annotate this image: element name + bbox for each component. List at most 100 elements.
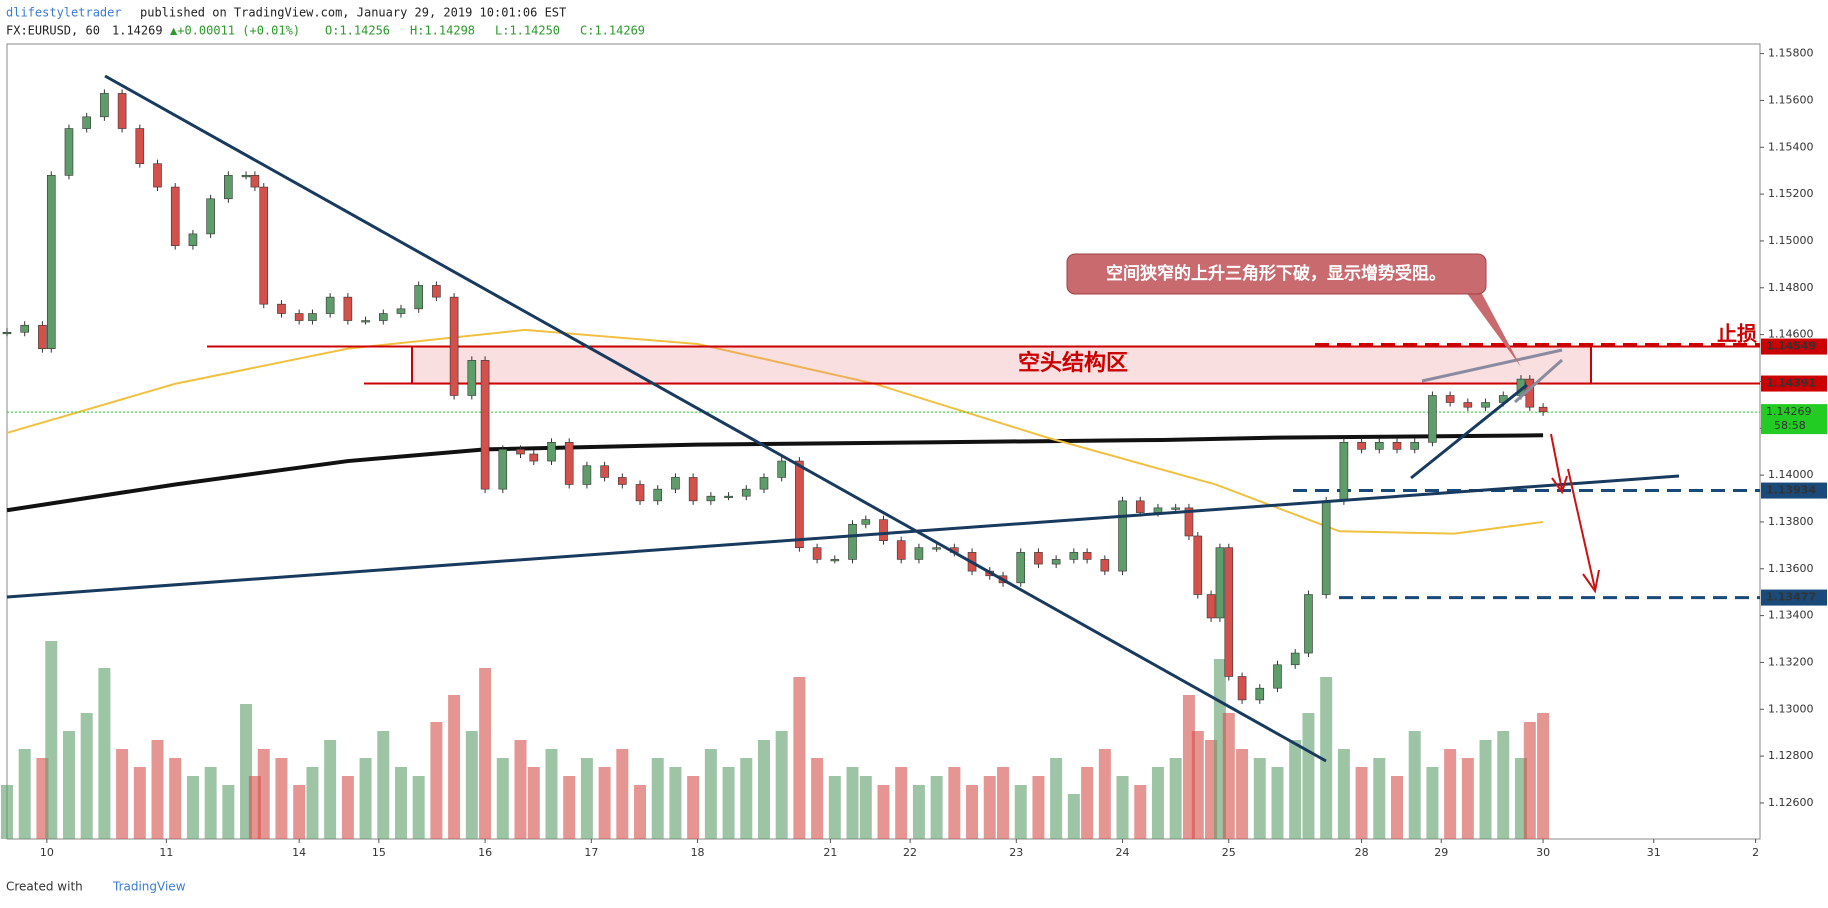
candle: [241, 175, 251, 178]
y-tick-label: 1.15600: [1768, 93, 1814, 106]
candle: [250, 175, 260, 188]
candle: [1193, 535, 1203, 595]
y-tick-label: 1.15000: [1768, 234, 1814, 247]
trendline: [6, 474, 1680, 599]
candle: [635, 484, 645, 502]
volume-bar: [704, 749, 717, 839]
candle: [432, 285, 441, 298]
volume-bar: [479, 668, 492, 839]
volume-bar: [133, 767, 146, 839]
x-tick-label: 23: [1009, 846, 1023, 859]
candle: [759, 477, 769, 490]
close: C:1.14269: [580, 24, 645, 38]
x-tick-label: 15: [372, 846, 386, 859]
volume-bar: [1373, 758, 1386, 839]
volume-bar: [687, 776, 700, 839]
volume-bar: [1537, 713, 1550, 839]
candle: [516, 449, 525, 455]
y-tick-label: 1.13800: [1768, 515, 1814, 528]
arrow: [1567, 468, 1596, 590]
last: 1.14269: [112, 24, 163, 38]
candle: [1445, 395, 1455, 403]
candle: [206, 198, 215, 235]
x-tick-label: 17: [584, 846, 598, 859]
volume-bar: [514, 740, 527, 839]
candle: [582, 465, 592, 485]
volume-bar: [1391, 776, 1404, 839]
candle: [2, 331, 12, 335]
y-tick-label: 1.15400: [1768, 140, 1814, 153]
volume-bar: [1408, 731, 1421, 839]
candle: [294, 313, 304, 321]
y-tick-label: 1.14000: [1768, 468, 1814, 481]
moving-average: [6, 433, 1544, 513]
candle: [1153, 507, 1163, 513]
candle: [396, 308, 406, 314]
volume-bar: [1116, 776, 1129, 839]
volume-bar: [545, 749, 558, 839]
volume-bar: [204, 767, 217, 839]
candle: [1339, 442, 1349, 502]
candle: [1082, 552, 1092, 560]
candle: [1481, 402, 1490, 408]
high: H:1.14298: [410, 24, 475, 38]
y-tick-label: 1.12600: [1768, 796, 1814, 809]
candle: [414, 285, 423, 310]
candle: [1034, 552, 1043, 565]
price-label-bg: [1761, 404, 1827, 435]
candle: [259, 186, 269, 305]
level-label: 1.13934: [1766, 484, 1816, 497]
candle: [795, 460, 804, 548]
x-tick-label: 18: [691, 846, 705, 859]
candle: [153, 163, 162, 188]
footer-brand[interactable]: TradingView: [112, 880, 186, 894]
level-label: 1.14391: [1766, 377, 1816, 390]
volume-bar: [1, 785, 13, 839]
volume-bar: [1271, 767, 1284, 839]
candle: [64, 128, 74, 176]
volume-bar: [306, 767, 319, 839]
candle: [38, 324, 47, 349]
volume-bar: [598, 767, 611, 839]
volume-bar: [1081, 767, 1094, 839]
candle: [896, 540, 906, 560]
y-tick-label: 1.14600: [1768, 328, 1814, 341]
volume-bar: [1014, 785, 1027, 839]
volume-bar: [1253, 758, 1266, 839]
candle: [170, 186, 180, 246]
volume-bar: [846, 767, 859, 839]
trendline: [1410, 383, 1528, 480]
volume-bar: [1222, 713, 1235, 839]
candle: [1215, 547, 1225, 619]
volume-bar: [1050, 758, 1063, 839]
candle: [1392, 442, 1402, 450]
trendline: [104, 74, 1327, 763]
candle: [1135, 500, 1145, 513]
candle: [671, 477, 680, 490]
volume-bar: [616, 749, 629, 839]
volume-bar: [1337, 749, 1350, 839]
candle: [1184, 507, 1194, 537]
volume-bar: [80, 713, 93, 839]
y-tick-label: 1.13000: [1768, 702, 1814, 715]
candle: [812, 547, 822, 560]
candle: [1171, 507, 1180, 510]
x-tick-label: 22: [903, 846, 917, 859]
candle: [188, 233, 198, 246]
zone-label: 空头结构区: [1018, 350, 1128, 376]
volume-bar: [877, 785, 890, 839]
candle: [688, 477, 698, 502]
volume-bar: [62, 731, 75, 839]
x-tick-label: 2: [1752, 846, 1759, 859]
level-label-bg: [1761, 375, 1827, 392]
volume-bar: [634, 785, 647, 839]
volume-bar: [98, 668, 111, 839]
footer-created: Created with: [6, 880, 83, 894]
volume-bar: [722, 767, 735, 839]
volume-bar: [1098, 749, 1111, 839]
volume-bar: [859, 776, 872, 839]
wedge-line: [1421, 348, 1563, 383]
low: L:1.14250: [495, 24, 560, 38]
candle: [308, 313, 317, 321]
volume-bar: [394, 767, 407, 839]
